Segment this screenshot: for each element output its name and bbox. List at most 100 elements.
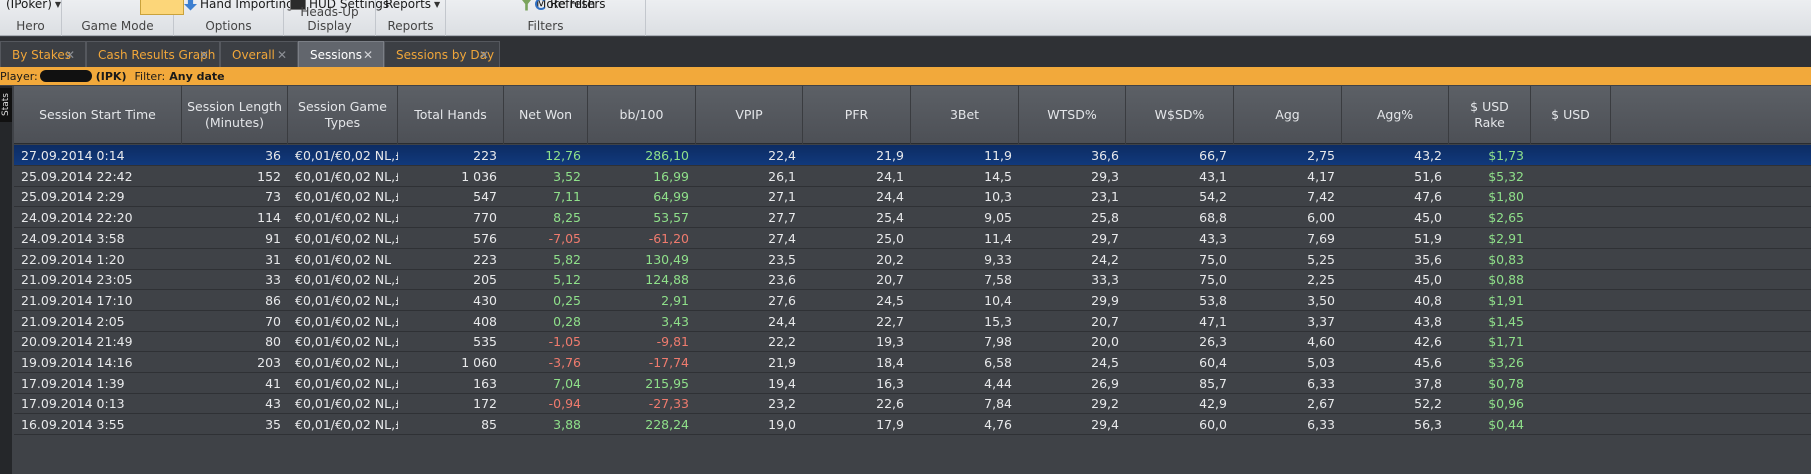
filter-icon bbox=[520, 0, 533, 11]
hero-group: (IPoker) ▼ Hero bbox=[0, 0, 62, 36]
table-row[interactable]: 21.09.2014 2:05 70 €0,01/€0,02 NL,£0,01 408… bbox=[14, 311, 1811, 332]
cell-pfr: 21,9 bbox=[876, 148, 904, 163]
close-icon[interactable]: ✕ bbox=[198, 48, 209, 62]
cell-usd-rake: $1,45 bbox=[1488, 313, 1524, 329]
player-label: Player: bbox=[0, 69, 38, 83]
cell-agg: 4,60 bbox=[1307, 334, 1335, 350]
close-icon[interactable]: ✕ bbox=[276, 48, 287, 62]
cell-session-length: 114 bbox=[257, 210, 281, 226]
hand-importing-button[interactable]: Hand Importing bbox=[184, 0, 294, 11]
cell-total-hands: 770 bbox=[473, 210, 497, 226]
game-mode-caption: Game Mode bbox=[81, 19, 154, 33]
table-row[interactable]: 21.09.2014 17:10 86 €0,01/€0,02 NL,£0,01 43… bbox=[14, 290, 1811, 311]
tab-cash-results-graph[interactable]: Cash Results Graph ✕ bbox=[86, 41, 220, 67]
cell-agg-pct: 51,9 bbox=[1414, 230, 1442, 246]
col-total-hands-header[interactable]: Total Hands bbox=[398, 86, 504, 144]
cell-3bet: 7,58 bbox=[984, 272, 1012, 288]
hud-group: HUD Settings Heads-Up Display bbox=[284, 0, 389, 36]
cell-net-won: 5,82 bbox=[553, 251, 581, 267]
cell-wtsd: 23,1 bbox=[1091, 189, 1119, 205]
refresh-label: Refresh bbox=[550, 0, 596, 11]
cell-wtsd: 20,0 bbox=[1091, 334, 1119, 350]
more-filters-button[interactable]: More Filters bbox=[520, 0, 606, 11]
cell-vpip: 22,2 bbox=[768, 334, 796, 350]
col-bb100-header[interactable]: bb/100 bbox=[588, 86, 696, 144]
cell-session-length: 91 bbox=[265, 230, 281, 246]
reports-label: Reports bbox=[385, 0, 432, 11]
cell-pfr: 24,1 bbox=[876, 168, 904, 184]
tab-sessions[interactable]: Sessions ✕ bbox=[298, 41, 384, 67]
cell-session-length: 203 bbox=[257, 355, 281, 370]
cell-session-length: 70 bbox=[265, 313, 281, 329]
table-row[interactable]: 24.09.2014 22:20 114 €0,01/€0,02 NL,£0,01 7… bbox=[14, 207, 1811, 229]
cell-usd-rake: $5,32 bbox=[1488, 168, 1524, 184]
cell-3bet: 11,4 bbox=[984, 230, 1012, 246]
table-row[interactable]: 25.09.2014 22:42 152 €0,01/€0,02 NL,£0,01 1… bbox=[14, 166, 1811, 187]
cell-agg: 7,69 bbox=[1307, 230, 1335, 246]
table-row[interactable]: 16.09.2014 3:55 35 €0,01/€0,02 NL,£0,01 85 3… bbox=[14, 414, 1811, 436]
close-icon[interactable]: ✕ bbox=[362, 48, 373, 62]
col-3bet-header[interactable]: 3Bet bbox=[911, 86, 1019, 144]
table-row[interactable]: 22.09.2014 1:20 31 €0,01/€0,02 NL 223 5,82 13… bbox=[14, 249, 1811, 270]
stats-side-panel[interactable]: Stats bbox=[0, 86, 12, 474]
game-mode-button[interactable] bbox=[140, 0, 184, 15]
cell-agg: 7,42 bbox=[1307, 189, 1335, 205]
hud-settings-button[interactable]: HUD Settings bbox=[290, 0, 389, 11]
table-row[interactable]: 24.09.2014 3:58 91 €0,01/€0,02 NL,£0,01 576… bbox=[14, 228, 1811, 249]
cell-3bet: 9,33 bbox=[984, 251, 1012, 267]
close-icon[interactable]: ✕ bbox=[64, 48, 75, 62]
cell-net-won: 3,52 bbox=[553, 168, 581, 184]
hero-selector[interactable]: (IPoker) ▼ bbox=[6, 0, 61, 11]
refresh-button[interactable]: Refresh bbox=[535, 0, 595, 11]
col-vpip-header[interactable]: VPIP bbox=[696, 86, 803, 144]
close-icon[interactable]: ✕ bbox=[478, 48, 489, 62]
table-row[interactable]: 17.09.2014 1:39 41 €0,01/€0,02 NL,£0,01 163… bbox=[14, 373, 1811, 394]
cell-3bet: 10,4 bbox=[984, 292, 1012, 308]
cell-vpip: 27,7 bbox=[768, 210, 796, 226]
col-usd-header[interactable]: $ USD bbox=[1531, 86, 1611, 144]
cell-session-start-time: 25.09.2014 22:42 bbox=[21, 168, 133, 184]
chevron-down-icon: ▼ bbox=[54, 0, 62, 9]
table-row[interactable]: 21.09.2014 23:05 33 €0,01/€0,02 NL,£0,01 20… bbox=[14, 269, 1811, 291]
cell-bb100: -17,74 bbox=[648, 355, 689, 370]
cell-agg: 4,17 bbox=[1307, 168, 1335, 184]
col-session-length-header[interactable]: Session Length (Minutes) bbox=[182, 86, 288, 144]
col-session-game-types-header[interactable]: Session Game Types bbox=[288, 86, 398, 144]
table-row[interactable]: 25.09.2014 2:29 73 €0,01/€0,02 NL,£0,01 547… bbox=[14, 186, 1811, 208]
cell-agg-pct: 43,8 bbox=[1414, 313, 1442, 329]
cell-net-won: 3,88 bbox=[553, 417, 581, 433]
cell-net-won: 12,76 bbox=[545, 148, 581, 163]
tab-sessions-by-day[interactable]: Sessions by Day ✕ bbox=[384, 41, 500, 67]
col-pfr-header[interactable]: PFR bbox=[803, 86, 911, 144]
table-row[interactable]: 19.09.2014 14:16 203 €0,01/€0,02 NL,£0,01 1… bbox=[14, 352, 1811, 373]
table-row[interactable]: 27.09.2014 0:14 36 €0,01/€0,02 NL,£0,01 223… bbox=[14, 145, 1811, 166]
table-row[interactable]: 17.09.2014 0:13 43 €0,01/€0,02 NL,£0,01 172… bbox=[14, 393, 1811, 415]
cell-session-game-types: €0,01/€0,02 NL,£0,01 bbox=[295, 148, 398, 163]
cell-vpip: 21,9 bbox=[768, 355, 796, 370]
cell-bb100: 53,57 bbox=[653, 210, 689, 226]
col-usd-rake-header[interactable]: $ USD Rake bbox=[1449, 86, 1531, 144]
cell-session-length: 86 bbox=[265, 292, 281, 308]
filters-group: More Filters Filters bbox=[446, 0, 646, 36]
table-row[interactable]: 20.09.2014 21:49 80 €0,01/€0,02 NL,£0,01 53… bbox=[14, 331, 1811, 353]
col-net-won-header[interactable]: Net Won bbox=[504, 86, 588, 144]
col-agg-header[interactable]: Agg bbox=[1234, 86, 1342, 144]
chevron-down-icon: ▼ bbox=[434, 0, 441, 9]
col-wtsd-header[interactable]: WTSD% bbox=[1019, 86, 1126, 144]
cell-wsd: 53,8 bbox=[1199, 292, 1227, 308]
cell-session-length: 33 bbox=[265, 272, 281, 288]
col-wsd-header[interactable]: W$SD% bbox=[1126, 86, 1234, 144]
cell-session-length: 35 bbox=[265, 417, 281, 433]
col-session-start-time-header[interactable]: Session Start Time bbox=[14, 86, 182, 144]
col-agg-pct-header[interactable]: Agg% bbox=[1342, 86, 1449, 144]
reports-button[interactable]: Reports ▼ bbox=[385, 0, 440, 11]
cell-net-won: 7,11 bbox=[553, 189, 581, 205]
cell-3bet: 6,58 bbox=[984, 355, 1012, 370]
tab-by-stakes[interactable]: By Stakes ✕ bbox=[0, 41, 86, 67]
tab-overall[interactable]: Overall ✕ bbox=[220, 41, 298, 67]
cell-pfr: 16,3 bbox=[876, 375, 904, 391]
cell-bb100: 64,99 bbox=[653, 189, 689, 205]
stats-side-label[interactable]: Stats bbox=[0, 88, 12, 122]
cell-bb100: 286,10 bbox=[645, 148, 689, 163]
cell-vpip: 23,5 bbox=[768, 251, 796, 267]
